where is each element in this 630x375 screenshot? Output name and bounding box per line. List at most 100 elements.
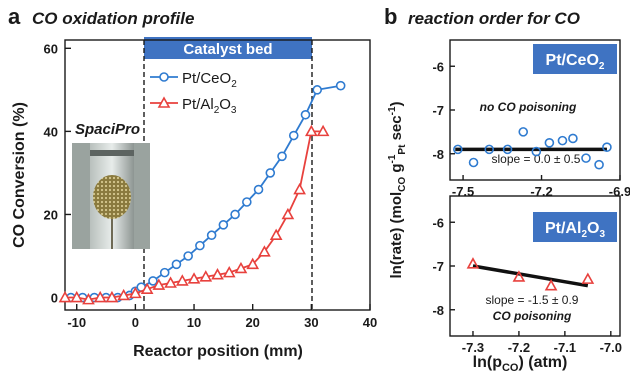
- point-ceo2: [171, 259, 182, 270]
- fit-line-al2o3: [472, 264, 589, 288]
- point-al2o3: [258, 245, 271, 257]
- point-ceo2: [148, 276, 158, 286]
- point-al2o3: [58, 290, 72, 303]
- x-tick-label: -7.2: [508, 340, 530, 355]
- point-al2o3: [152, 278, 166, 290]
- point-al2o3: [293, 182, 306, 195]
- note-no-poisoning: no CO poisoning: [480, 100, 577, 114]
- legend-marker-al2o3: [157, 96, 171, 108]
- panel-b-ylabel: ln(rate) (molCO g-1Pt sec-1): [387, 101, 408, 278]
- point-ceo2: [502, 144, 513, 155]
- x-tick-label: 30: [304, 315, 318, 330]
- point-ceo2: [195, 240, 205, 251]
- legend: Pt/CeO2 Pt/Al2O3: [150, 70, 237, 116]
- photo-label: SpaciPro: [75, 121, 140, 138]
- point-al2o3: [70, 290, 84, 303]
- legend-label-ceo2: Pt/CeO2: [182, 70, 237, 90]
- point-ceo2: [581, 153, 591, 163]
- point-al2o3: [581, 272, 595, 284]
- panel-b-xlabel: ln(pCO) (atm): [473, 354, 568, 374]
- x-tick-label: -7.2: [530, 184, 552, 199]
- x-tick-label: 0: [132, 315, 139, 330]
- point-al2o3: [281, 207, 295, 220]
- badge-al2o3: [533, 212, 617, 242]
- point-al2o3: [105, 290, 119, 303]
- point-al2o3: [164, 276, 177, 288]
- point-ceo2: [468, 157, 479, 168]
- point-ceo2: [218, 220, 229, 230]
- point-ceo2: [453, 144, 463, 155]
- point-ceo2: [557, 135, 568, 146]
- panel-a-xlabel: Reactor position (mm): [133, 343, 303, 360]
- y-tick-label: -7: [432, 103, 444, 118]
- point-ceo2: [602, 142, 612, 152]
- y-tick-label: 0: [51, 291, 58, 306]
- point-ceo2: [312, 85, 323, 95]
- point-al2o3: [544, 279, 558, 291]
- badge-ceo2: [533, 44, 617, 74]
- panel-a-title: CO oxidation profile: [32, 9, 194, 28]
- point-ceo2: [594, 159, 604, 170]
- x-tick-label: -7.3: [462, 340, 484, 355]
- point-ceo2: [265, 168, 276, 178]
- point-ceo2: [159, 267, 170, 278]
- point-ceo2: [568, 133, 578, 144]
- badge-ceo2-label: Pt/CeO2: [546, 52, 605, 72]
- point-al2o3: [512, 270, 526, 282]
- point-ceo2: [335, 80, 346, 91]
- point-al2o3: [129, 286, 142, 299]
- x-tick-label: 10: [187, 315, 201, 330]
- point-ceo2: [206, 230, 217, 241]
- legend-marker-ceo2: [159, 72, 169, 82]
- y-tick-label: -6: [432, 59, 444, 74]
- y-tick-label: 20: [44, 207, 58, 222]
- point-ceo2: [300, 109, 311, 120]
- point-ceo2: [288, 130, 299, 141]
- point-al2o3: [234, 261, 248, 274]
- x-tick-label: -7.5: [452, 184, 474, 199]
- x-tick-label: 20: [245, 315, 259, 330]
- point-al2o3: [246, 257, 260, 270]
- point-ceo2: [242, 197, 252, 207]
- point-al2o3: [117, 288, 131, 301]
- point-ceo2: [277, 151, 287, 162]
- note-poisoning: CO poisoning: [493, 309, 572, 323]
- point-ceo2: [230, 209, 240, 220]
- point-al2o3: [211, 268, 224, 280]
- panel-a-letter: a: [8, 4, 21, 29]
- spacipro-photo: [72, 143, 150, 249]
- point-al2o3: [316, 124, 330, 137]
- y-tick-label: -8: [432, 147, 444, 162]
- point-ceo2: [183, 251, 193, 261]
- point-ceo2: [544, 138, 555, 148]
- catalyst-bed-banner: [144, 37, 312, 59]
- slope-ceo2: slope = 0.0 ± 0.5: [492, 152, 581, 166]
- y-tick-label: -8: [432, 303, 444, 318]
- x-tick-label: -7.1: [554, 340, 576, 355]
- point-al2o3: [82, 292, 95, 305]
- panel-a-ylabel: CO Conversion (%): [11, 102, 28, 248]
- point-al2o3: [187, 272, 201, 284]
- point-ceo2: [253, 184, 264, 195]
- y-tick-label: 40: [44, 124, 58, 139]
- panel-b-title: reaction order for CO: [408, 9, 580, 28]
- y-tick-label: -6: [432, 215, 444, 230]
- legend-label-al2o3: Pt/Al2O3: [182, 96, 237, 116]
- point-al2o3: [222, 265, 236, 278]
- point-al2o3: [466, 257, 480, 269]
- x-tick-label: -6.9: [609, 184, 630, 199]
- slope-al2o3: slope = -1.5 ± 0.9: [486, 293, 579, 307]
- point-al2o3: [175, 274, 189, 286]
- badge-al2o3-label: Pt/Al2O3: [545, 220, 605, 240]
- point-al2o3: [140, 282, 154, 295]
- x-tick-label: -7.0: [600, 340, 622, 355]
- point-al2o3: [304, 124, 318, 137]
- y-tick-label: -7: [432, 259, 444, 274]
- x-tick-label: -10: [67, 315, 86, 330]
- point-ceo2: [484, 144, 495, 155]
- point-al2o3: [199, 270, 213, 282]
- point-al2o3: [269, 228, 283, 241]
- catalyst-bed-label: Catalyst bed: [183, 41, 272, 58]
- point-ceo2: [518, 127, 529, 137]
